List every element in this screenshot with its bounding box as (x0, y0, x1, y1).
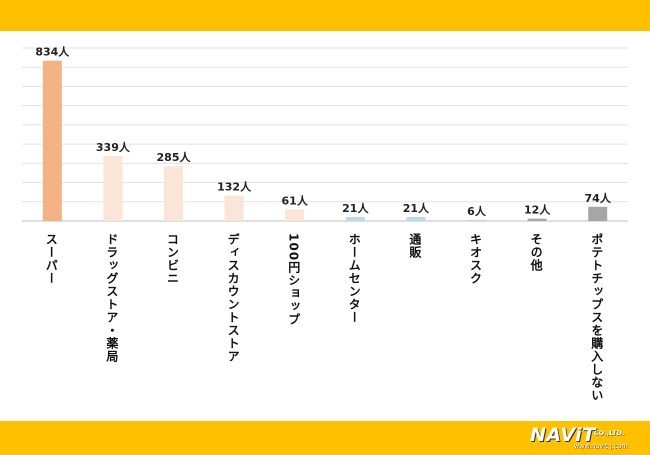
grid-layer (22, 47, 628, 222)
logo-company-suffix: CO.,LTD. (594, 429, 625, 437)
category-label: コンビニ (165, 233, 180, 285)
category-label: 通販 (407, 233, 422, 259)
data-label: 61人 (282, 193, 309, 207)
category-label: ドラッグストア・薬局 (104, 233, 119, 363)
category-label: その他 (529, 233, 544, 272)
bar (467, 219, 486, 221)
top-banner (0, 0, 650, 31)
category-label: ホームセンター (347, 233, 362, 324)
category-label: 100円ショップ (286, 233, 301, 327)
bar (103, 155, 123, 221)
data-label: 132人 (217, 180, 252, 194)
bar (588, 206, 608, 221)
data-label: 339人 (96, 140, 131, 154)
category-label: ポテトチップスを購入しない (589, 233, 604, 402)
category-label: ディスカウントストア (226, 233, 241, 363)
category-label: キオスク (468, 233, 483, 285)
bar (164, 166, 183, 221)
data-label: 21人 (403, 201, 430, 215)
navit-logo: NAViT CO.,LTD. www.navit-j.com (530, 423, 640, 453)
bottom-banner (0, 421, 650, 455)
bar (285, 209, 305, 221)
data-label: 12人 (524, 203, 551, 217)
data-label: 74人 (585, 191, 612, 205)
bar-layer (42, 60, 608, 221)
data-label: 834人 (35, 45, 70, 59)
bar (345, 216, 365, 221)
logo-mark: NAViT (530, 424, 596, 446)
bar (42, 60, 62, 221)
bar (406, 216, 426, 221)
category-label: スーパー (44, 233, 59, 285)
data-label: 6人 (467, 204, 487, 218)
bar (527, 218, 547, 221)
bar (224, 195, 244, 221)
logo-url: www.navit-j.com (574, 442, 628, 450)
data-label: 285人 (157, 150, 192, 164)
data-label-layer: 834人 339人 285人 132人 61人 21人 21人 6人 12人 74人 (35, 45, 612, 218)
data-label: 21人 (342, 201, 369, 215)
